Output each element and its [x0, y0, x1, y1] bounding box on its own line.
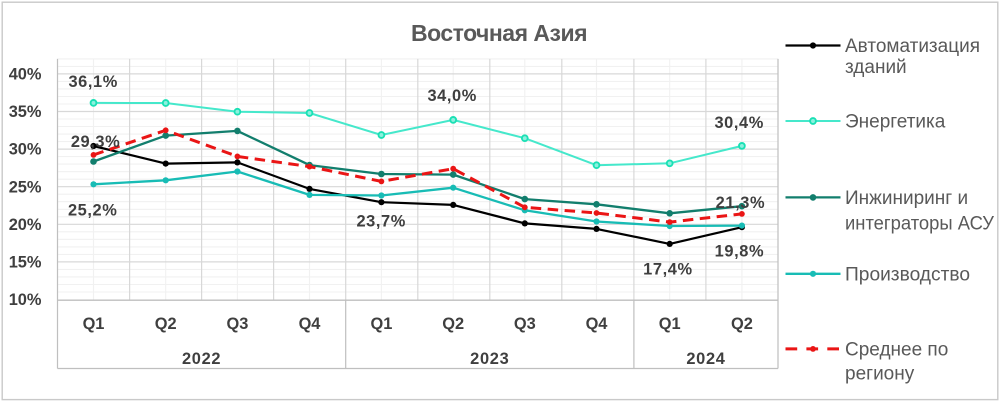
svg-text:Среднее по: Среднее по: [845, 340, 948, 361]
svg-text:23,7%: 23,7%: [356, 212, 405, 230]
svg-text:Q4: Q4: [586, 315, 609, 333]
svg-text:21,3%: 21,3%: [716, 194, 765, 212]
svg-text:Q4: Q4: [299, 315, 322, 333]
svg-text:Q3: Q3: [514, 315, 536, 333]
svg-text:35%: 35%: [9, 103, 42, 121]
svg-text:40%: 40%: [9, 66, 42, 84]
svg-text:2022: 2022: [182, 350, 221, 368]
svg-text:Q3: Q3: [226, 315, 248, 333]
svg-text:34,0%: 34,0%: [427, 87, 476, 105]
svg-text:Инжиниринг и: Инжиниринг и: [845, 188, 968, 209]
svg-text:региону: региону: [845, 364, 915, 385]
svg-text:Автоматизация: Автоматизация: [845, 36, 980, 57]
svg-text:20%: 20%: [9, 216, 42, 234]
svg-text:Q1: Q1: [370, 315, 392, 333]
svg-text:25,2%: 25,2%: [68, 202, 117, 220]
svg-text:29,3%: 29,3%: [71, 133, 120, 151]
svg-text:Q2: Q2: [155, 315, 177, 333]
svg-text:15%: 15%: [9, 254, 42, 272]
svg-text:36,1%: 36,1%: [68, 73, 117, 91]
svg-text:Восточная Азия: Восточная Азия: [411, 20, 587, 46]
svg-text:19,8%: 19,8%: [715, 243, 764, 261]
svg-text:25%: 25%: [9, 178, 42, 196]
svg-text:Q2: Q2: [442, 315, 464, 333]
svg-text:17,4%: 17,4%: [643, 261, 692, 279]
svg-text:30%: 30%: [9, 141, 42, 159]
svg-text:2024: 2024: [686, 350, 725, 368]
svg-text:Q2: Q2: [731, 315, 753, 333]
svg-text:Энергетика: Энергетика: [845, 112, 946, 133]
svg-text:2023: 2023: [470, 350, 509, 368]
svg-text:Производство: Производство: [845, 264, 970, 285]
svg-text:10%: 10%: [9, 291, 42, 309]
svg-text:Q1: Q1: [83, 315, 105, 333]
svg-text:зданий: зданий: [845, 57, 907, 78]
svg-text:30,4%: 30,4%: [714, 114, 763, 132]
svg-text:интеграторы АСУ: интеграторы АСУ: [845, 214, 995, 235]
svg-text:Q1: Q1: [659, 315, 681, 333]
